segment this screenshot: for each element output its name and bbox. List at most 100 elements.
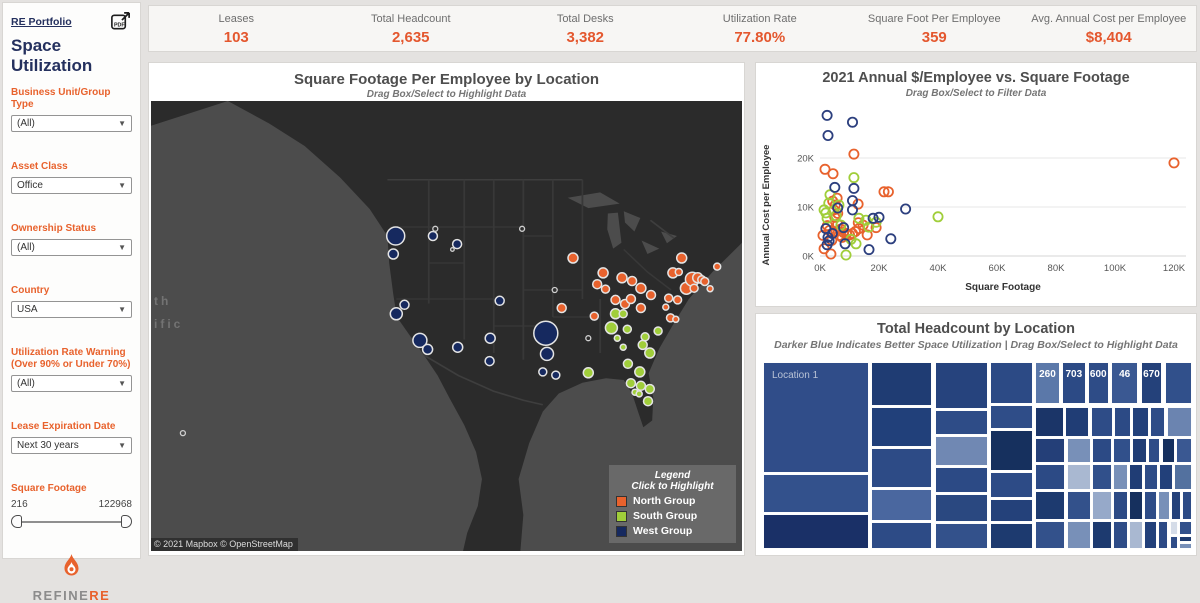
treemap-cell[interactable] [1169,535,1178,549]
map-marker-west[interactable] [389,307,404,321]
map-marker-south[interactable] [582,367,595,379]
treemap-cell[interactable] [1179,542,1192,549]
map-marker-south[interactable] [635,390,643,398]
treemap-cell[interactable] [934,410,988,435]
map-marker-north[interactable] [672,295,683,305]
map-marker-north[interactable] [663,293,674,303]
scatter-point[interactable] [867,212,879,224]
treemap-cell[interactable] [1128,520,1143,549]
map-marker-west[interactable] [484,355,495,367]
treemap-cell[interactable] [1128,463,1144,491]
treemap-cell[interactable] [870,521,933,549]
treemap-cell[interactable] [1179,520,1192,535]
treemap-cell[interactable] [989,498,1033,522]
scatter-point[interactable] [885,233,897,245]
treemap-cell[interactable] [1034,406,1064,437]
map-marker-west[interactable] [451,238,463,250]
map-marker-site[interactable] [518,225,526,232]
scatter-point[interactable] [822,130,834,142]
map-marker-west[interactable] [539,346,555,362]
map-marker-west[interactable] [533,320,559,346]
scatter-point[interactable] [932,211,944,223]
map-marker-site[interactable] [449,247,455,252]
treemap-cell[interactable] [763,474,869,514]
treemap-cell[interactable] [1113,437,1131,463]
map-marker-north[interactable] [616,272,628,284]
legend-item-west-group[interactable]: West Group [616,525,729,537]
map-marker-west[interactable] [421,343,434,356]
map-marker-north[interactable] [556,302,567,314]
map-marker-west[interactable] [387,248,400,260]
map-marker-south[interactable] [642,395,654,407]
treemap-cell[interactable] [1066,463,1092,491]
scatter-point[interactable] [870,222,882,234]
scatter-point[interactable] [882,186,894,198]
treemap-cell[interactable] [1144,463,1159,491]
scatter-point[interactable] [900,203,912,215]
scatter-point[interactable] [848,182,860,194]
treemap-cell[interactable] [1179,535,1192,543]
map-marker-site[interactable] [179,429,187,437]
treemap-cell[interactable] [1092,491,1112,520]
legend-item-north-group[interactable]: North Group [616,495,729,507]
re-portfolio-link[interactable]: RE Portfolio [11,16,72,28]
treemap-cell[interactable] [1143,520,1157,549]
treemap-cell[interactable] [1161,437,1175,463]
treemap-cell[interactable] [870,488,933,521]
map-marker-south[interactable] [619,343,627,351]
map-marker-north[interactable] [672,315,680,324]
map-marker-south[interactable] [613,334,622,342]
map-marker-north[interactable] [706,284,714,293]
slider-handle-min[interactable] [11,515,22,528]
treemap-cell[interactable] [1147,437,1161,463]
square-footage-slider[interactable] [11,515,132,529]
treemap-cell[interactable] [1090,406,1114,437]
filter-utilization-warning-dropdown[interactable]: (All) ▼ [11,375,132,392]
map-marker-west[interactable] [385,226,406,246]
treemap-cell[interactable] [989,405,1033,429]
treemap-cell[interactable] [1149,406,1166,437]
treemap-cell[interactable] [1128,491,1143,520]
map-marker-site[interactable] [585,335,592,342]
scatter-point[interactable] [848,172,860,184]
treemap-cell[interactable]: 46 [1110,362,1139,405]
map-marker-south[interactable] [604,321,619,335]
treemap-cell[interactable] [989,472,1033,498]
scatter-point[interactable] [873,211,885,223]
treemap-cell[interactable] [989,429,1033,472]
map-marker-north[interactable] [597,267,609,279]
map-marker-south[interactable] [640,332,650,342]
map-marker-north[interactable] [674,267,684,277]
treemap-cell[interactable] [870,362,933,406]
map-marker-north[interactable] [600,284,611,294]
treemap-cell[interactable] [1166,406,1192,437]
treemap-cell[interactable] [1131,406,1149,437]
treemap-cell[interactable] [1066,437,1092,463]
scatter-point[interactable] [863,221,875,233]
map-marker-north[interactable] [635,302,647,314]
map-marker-west[interactable] [399,299,410,311]
treemap-cell[interactable]: 670 [1140,362,1163,405]
scatter-point[interactable] [838,222,850,234]
treemap-cell[interactable] [1092,463,1112,491]
map-canvas[interactable]: th ific Legend Click to Highlight North … [151,101,742,551]
scatter-point[interactable] [847,204,859,216]
treemap-cell[interactable] [1092,520,1112,549]
scatter-point[interactable] [827,168,839,180]
scatter-point[interactable] [832,202,844,214]
scatter-plot[interactable]: 0K 10K 20K 0K 20K 40K 60K 80K 100K 120K Annual Cos… [756,63,1196,306]
map-marker-south[interactable] [622,358,634,370]
treemap-cell[interactable] [870,448,933,488]
filter-business-unit-dropdown[interactable]: (All) ▼ [11,115,132,132]
treemap-cell[interactable] [934,435,988,467]
map-marker-north[interactable] [589,311,600,321]
treemap-cell[interactable]: 260 [1034,362,1060,405]
scatter-point[interactable] [852,198,864,210]
scatter-point[interactable] [829,181,841,193]
map-marker-south[interactable] [622,324,633,334]
scatter-point[interactable] [853,212,865,224]
treemap-cell[interactable] [1034,463,1066,491]
scatter-point[interactable] [820,207,832,219]
map-marker-north[interactable] [591,278,603,290]
treemap-cell[interactable] [1158,491,1170,520]
